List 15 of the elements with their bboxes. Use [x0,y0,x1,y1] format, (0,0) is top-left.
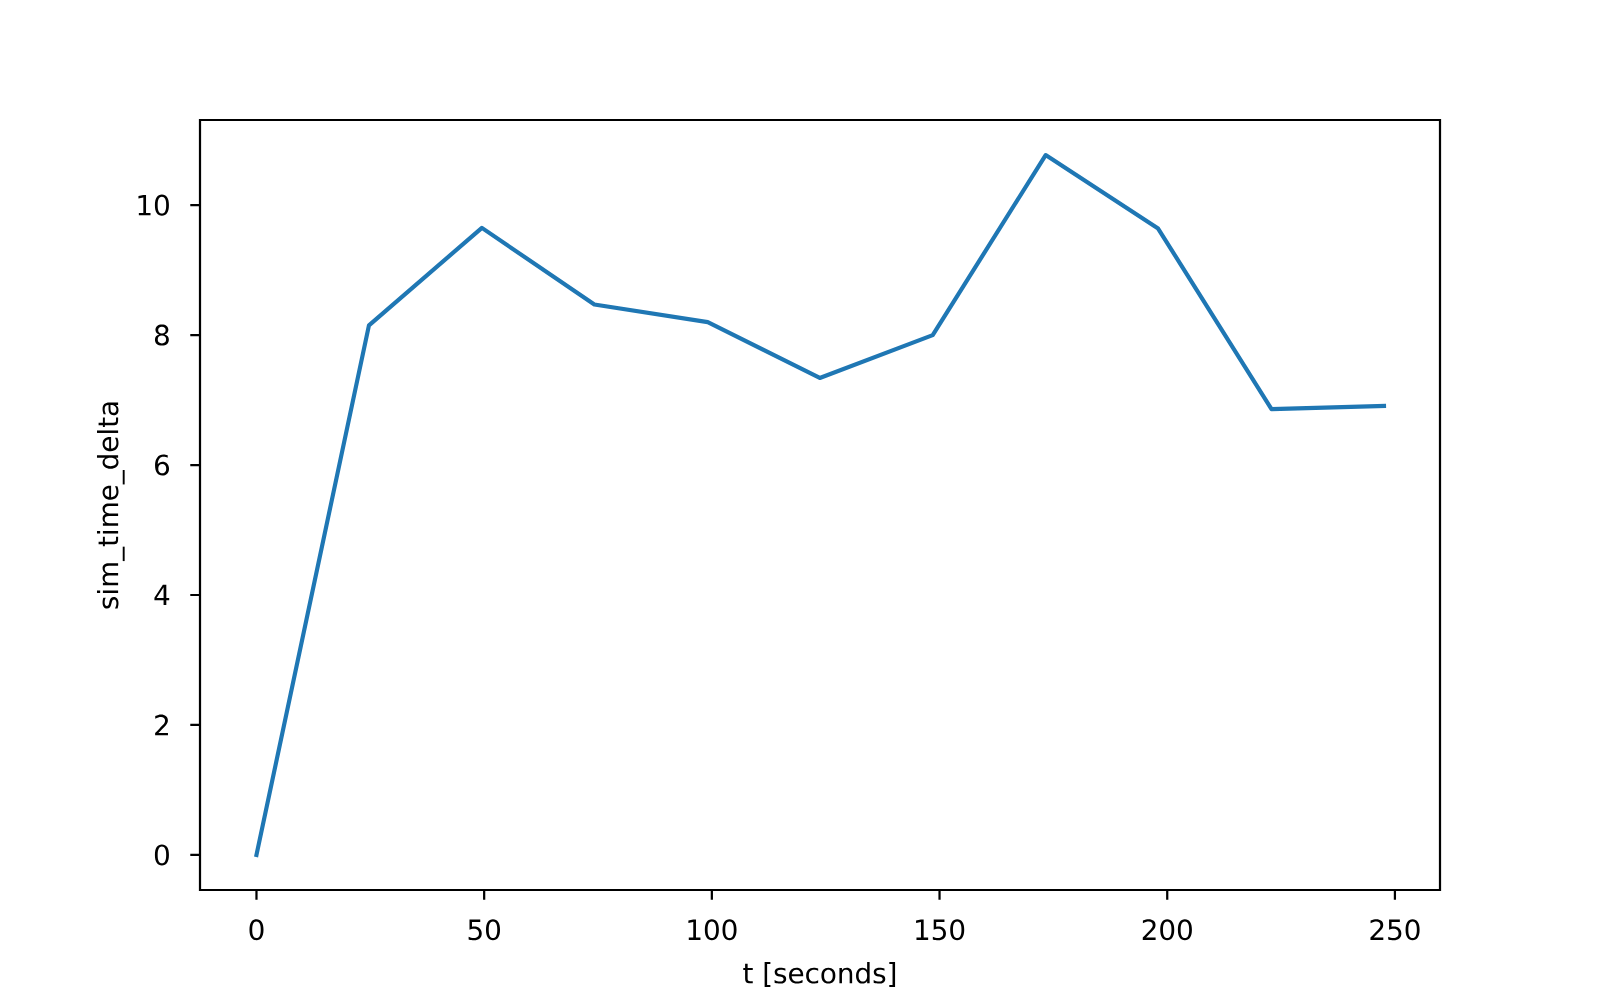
y-tick-label: 0 [154,844,169,866]
x-tick-label: 250 [1370,919,1420,941]
y-axis-title: sim_time_delta [96,402,125,609]
y-tick-label: 2 [155,714,168,736]
x-tick-label: 150 [916,919,965,941]
x-tick-label: 50 [468,919,501,941]
y-tick-label: 6 [155,454,170,476]
y-tick-label: 10 [138,194,169,216]
x-axis-title: t [seconds] [743,962,896,987]
line-series [254,153,1387,858]
x-tick-label: 200 [1142,919,1192,941]
x-tick-label: 0 [249,919,264,941]
y-tick-label: 8 [154,324,169,346]
y-tick-label: 4 [154,584,170,606]
x-tick-label: 100 [688,919,737,941]
